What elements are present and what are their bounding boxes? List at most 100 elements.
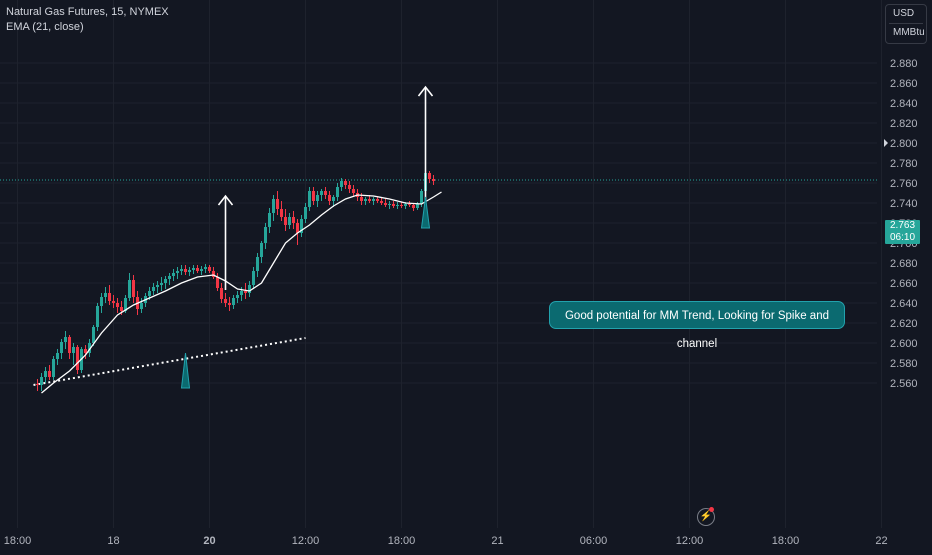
candle-body (152, 287, 155, 291)
spike-marker (420, 196, 431, 229)
candle-body (388, 204, 391, 205)
candle-body (240, 291, 243, 295)
candle-body (104, 293, 107, 297)
candle-body (196, 268, 199, 271)
candle-body (48, 371, 51, 377)
candle-body (180, 269, 183, 271)
candle-body (376, 199, 379, 201)
candle-body (260, 243, 263, 257)
candle-body (264, 227, 267, 243)
time-axis-label: 20 (203, 535, 215, 547)
arrow-head-icon (417, 85, 434, 97)
price-axis-label: 2.800 (890, 138, 918, 150)
price-axis-label: 2.660 (890, 278, 918, 290)
time-axis-label: 21 (491, 535, 503, 547)
time-axis-label: 22 (875, 535, 887, 547)
ema-line (41, 191, 442, 394)
candle-body (204, 267, 207, 269)
candle-body (304, 207, 307, 219)
candle-body (192, 268, 195, 270)
candle-body (64, 337, 67, 342)
time-axis-label: 18:00 (388, 535, 416, 547)
currency-label[interactable]: USD (893, 8, 915, 19)
candle-body (116, 303, 119, 307)
candle-body (236, 295, 239, 298)
price-axis-label: 2.620 (890, 318, 918, 330)
candle-body (228, 303, 231, 305)
candle-body (428, 173, 431, 179)
candle-body (232, 298, 235, 305)
candle-body (404, 204, 407, 206)
candle-body (284, 217, 287, 225)
notification-dot (709, 507, 714, 512)
candle-body (72, 347, 75, 353)
price-axis-label: 2.600 (890, 338, 918, 350)
candle-body (216, 277, 219, 288)
candle-body (328, 195, 331, 201)
candle-body (44, 371, 47, 377)
candle-body (100, 297, 103, 306)
candle-body (112, 301, 115, 303)
price-axis-label: 2.680 (890, 258, 918, 270)
price-axis-label: 2.820 (890, 118, 918, 130)
last-price-tag: 2.763 06:10 (885, 220, 920, 244)
currency-unit-selector[interactable]: USD MMBtu (885, 4, 927, 44)
candle-body (320, 191, 323, 195)
candle-body (156, 285, 159, 287)
candle-body (292, 217, 295, 223)
price-axis-label: 2.580 (890, 358, 918, 370)
candle-body (76, 347, 79, 370)
candle-body (148, 291, 151, 296)
price-axis-label: 2.880 (890, 58, 918, 70)
candle-body (340, 181, 343, 187)
candle-body (332, 197, 335, 201)
price-axis-label: 2.560 (890, 378, 918, 390)
lightning-bolt-icon[interactable]: ⚡ (697, 508, 715, 526)
candle-body (308, 191, 311, 207)
chart-legend: Natural Gas Futures, 15, NYMEX EMA (21, … (6, 5, 169, 35)
unit-divider (889, 23, 923, 24)
price-axis-label: 2.780 (890, 158, 918, 170)
candle-body (256, 257, 259, 271)
price-axis-label: 2.860 (890, 78, 918, 90)
candle-body (300, 219, 303, 233)
candle-body (412, 205, 415, 208)
unit-label[interactable]: MMBtu (893, 27, 925, 38)
time-axis-label: 18 (107, 535, 119, 547)
annotation-callout[interactable]: Good potential for MM Trend, Looking for… (549, 301, 845, 350)
indicator-label[interactable]: EMA (21, close) (6, 21, 84, 33)
candle-body (88, 343, 91, 353)
candle-body (184, 269, 187, 272)
candle-body (52, 359, 55, 377)
candle-body (248, 285, 251, 293)
axis-pointer-icon (884, 139, 888, 147)
candle-body (200, 269, 203, 271)
candle-body (60, 342, 63, 353)
price-axis-label: 2.740 (890, 198, 918, 210)
candle-body (280, 209, 283, 217)
candle-body (84, 349, 87, 353)
candle-body (212, 271, 215, 277)
candle-body (408, 204, 411, 205)
candle-body (176, 271, 179, 273)
candle-body (360, 197, 363, 201)
candle-body (432, 179, 435, 181)
candle-body (268, 213, 271, 227)
symbol-title[interactable]: Natural Gas Futures, 15, NYMEX (6, 6, 169, 18)
candle-body (344, 181, 347, 185)
candle-body (128, 280, 131, 298)
candle-body (188, 270, 191, 272)
candle-body (396, 205, 399, 206)
candle-body (364, 199, 367, 201)
candle-body (220, 288, 223, 299)
candle-body (96, 306, 99, 327)
price-axis-label: 2.640 (890, 298, 918, 310)
last-price-value: 2.763 (889, 220, 916, 231)
candle-body (276, 199, 279, 209)
candle-body (316, 195, 319, 201)
candle-body (124, 298, 127, 311)
candle-body (244, 291, 247, 293)
candle-body (36, 384, 39, 385)
